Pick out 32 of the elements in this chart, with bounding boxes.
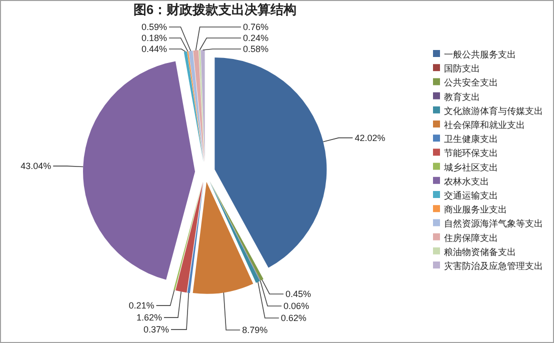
data-label: 0.06% [284, 300, 310, 311]
data-label: 0.76% [243, 22, 269, 32]
data-label: 0.62% [280, 312, 306, 323]
data-label: 0.37% [143, 324, 169, 335]
legend-label: 教育支出 [444, 92, 480, 102]
legend-label: 社会保障和就业支出 [444, 120, 525, 130]
legend-label: 一般公共服务支出 [444, 50, 516, 60]
data-label: 8.79% [242, 324, 268, 335]
data-label: 0.44% [141, 44, 167, 54]
data-label: 43.04% [20, 161, 52, 172]
chart-title: 图6：财政拨款支出决算结构 [133, 2, 297, 17]
legend-label: 国防支出 [444, 64, 480, 74]
legend-label: 灾害防治及应急管理支出 [444, 261, 543, 271]
legend-label: 商业服务业支出 [444, 204, 507, 215]
legend-label: 卫生健康支出 [444, 134, 498, 144]
legend-label: 公共安全支出 [444, 78, 498, 88]
data-label: 0.45% [286, 288, 312, 299]
legend-label: 交通运输支出 [444, 190, 498, 200]
data-label: 42.02% [354, 132, 386, 143]
data-label: 0.24% [243, 33, 269, 43]
legend-label: 住房保障支出 [444, 232, 498, 243]
legend-label: 城乡社区支出 [443, 162, 498, 172]
data-label: 0.18% [141, 33, 167, 43]
legend-label: 农林水支出 [444, 176, 489, 186]
legend-label: 文化旅游体育与传媒支出 [444, 106, 543, 116]
data-label: 0.21% [128, 300, 154, 311]
data-label: 0.59% [141, 22, 167, 32]
data-label: 1.62% [136, 312, 162, 323]
data-label: 0.58% [243, 44, 269, 54]
legend-label: 节能环保支出 [444, 148, 498, 158]
legend-label: 自然资源海洋气象等支出 [444, 218, 543, 229]
legend-label: 粮油物资储备支出 [444, 246, 516, 257]
